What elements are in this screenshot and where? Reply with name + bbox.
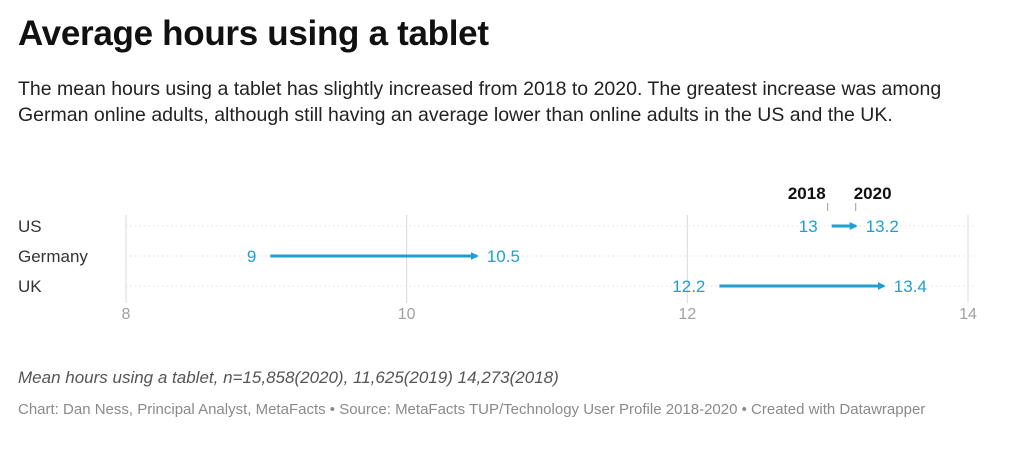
end-value-label: 13.4 (894, 277, 927, 296)
start-value-label: 13 (799, 217, 818, 236)
x-tick-label: 14 (959, 306, 977, 323)
end-value-label: 10.5 (487, 247, 520, 266)
end-value-label: 13.2 (866, 217, 899, 236)
category-label: UK (18, 277, 42, 296)
x-tick-label: 8 (122, 306, 131, 323)
chart-description: The mean hours using a tablet has slight… (18, 78, 942, 126)
legend-label-end: 2020 (854, 184, 892, 203)
start-value-label: 12.2 (672, 277, 705, 296)
chart-title: Average hours using a tablet (18, 14, 489, 53)
start-value-label: 9 (247, 247, 256, 266)
legend-label-start: 2018 (788, 184, 826, 203)
x-tick-label: 10 (398, 306, 416, 323)
chart-credit: Chart: Dan Ness, Principal Analyst, Meta… (18, 401, 926, 418)
chart-note: Mean hours using a tablet, n=15,858(2020… (18, 368, 559, 387)
category-label: US (18, 217, 42, 236)
category-label: Germany (18, 247, 88, 266)
x-tick-label: 12 (678, 306, 696, 323)
